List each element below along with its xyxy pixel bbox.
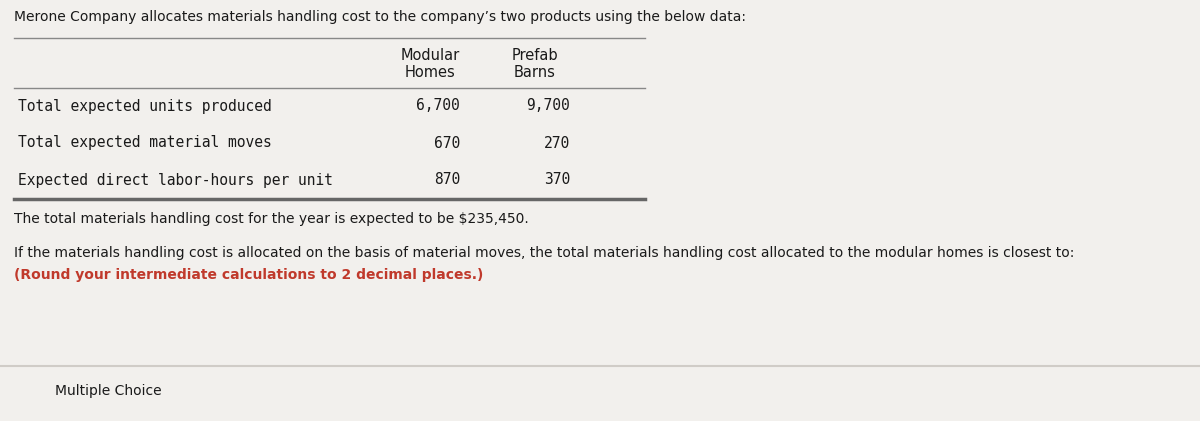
Text: 870: 870 — [433, 173, 460, 187]
Text: Modular: Modular — [401, 48, 460, 63]
Text: Total expected material moves: Total expected material moves — [18, 136, 271, 150]
Text: 670: 670 — [433, 136, 460, 150]
Text: 370: 370 — [544, 173, 570, 187]
Text: If the materials handling cost is allocated on the basis of material moves, the : If the materials handling cost is alloca… — [14, 246, 1074, 260]
Text: Multiple Choice: Multiple Choice — [55, 384, 162, 397]
Text: Expected direct labor-hours per unit: Expected direct labor-hours per unit — [18, 173, 334, 187]
Text: 6,700: 6,700 — [416, 99, 460, 114]
Text: Barns: Barns — [514, 65, 556, 80]
Text: Prefab: Prefab — [511, 48, 558, 63]
Text: (Round your intermediate calculations to 2 decimal places.): (Round your intermediate calculations to… — [14, 268, 484, 282]
Text: Merone Company allocates materials handling cost to the company’s two products u: Merone Company allocates materials handl… — [14, 10, 746, 24]
Text: 9,700: 9,700 — [527, 99, 570, 114]
Text: 270: 270 — [544, 136, 570, 150]
Text: Homes: Homes — [404, 65, 455, 80]
Text: The total materials handling cost for the year is expected to be $235,450.: The total materials handling cost for th… — [14, 212, 529, 226]
Text: Total expected units produced: Total expected units produced — [18, 99, 271, 114]
